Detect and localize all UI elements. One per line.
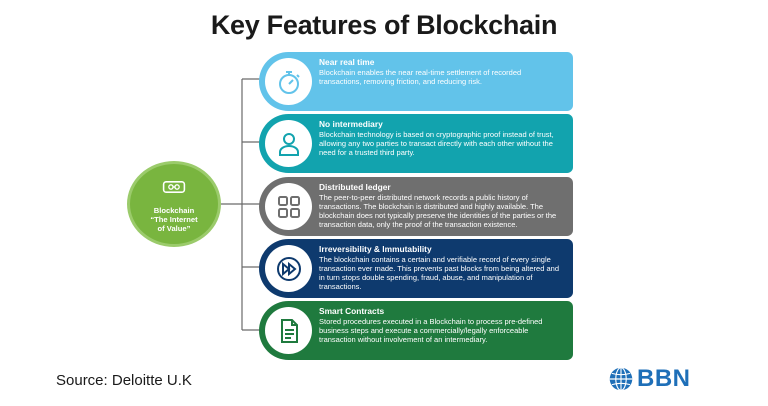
feature-description: The blockchain contains a certain and ve… [319, 255, 559, 291]
brand-logo: BBN [608, 364, 698, 394]
feature-title: Distributed ledger [319, 182, 391, 192]
page-title: Key Features of Blockchain [210, 10, 558, 40]
feature-description: The peer-to-peer distributed network rec… [319, 193, 557, 229]
feature-card-near-real-time: Near real time Blockchain enables the ne… [259, 52, 573, 111]
feature-icon-circle [265, 120, 312, 167]
hub-label: Blockchain “The Internet of Value” [150, 206, 197, 233]
source-credit: Source: Deloitte U.K [56, 372, 192, 389]
hub-line-1: Blockchain [153, 206, 195, 215]
feature-body: Irreversibility & Immutability The block… [319, 244, 565, 291]
fast-forward-icon [276, 256, 301, 281]
feature-title: Near real time [319, 57, 375, 67]
feature-body: Smart Contracts Stored procedures execut… [319, 306, 565, 344]
feature-body: Near real time Blockchain enables the ne… [319, 57, 565, 86]
feature-card-smart-contracts: Smart Contracts Stored procedures execut… [259, 301, 573, 360]
feature-title: Smart Contracts [319, 306, 385, 316]
blockchain-hub: Blockchain “The Internet of Value” [127, 161, 221, 247]
feature-title: Irreversibility & Immutability [319, 244, 432, 254]
feature-body: No intermediary Blockchain technology is… [319, 119, 565, 157]
person-icon [278, 132, 299, 156]
feature-body: Distributed ledger The peer-to-peer dist… [319, 182, 565, 229]
chain-link-icon [162, 181, 186, 193]
feature-icon-circle [265, 58, 312, 105]
feature-icon-circle [265, 183, 312, 230]
feature-card-irreversibility: Irreversibility & Immutability The block… [259, 239, 573, 298]
hub-line-2: “The Internet [150, 215, 198, 224]
hub-line-3: of Value” [157, 224, 191, 233]
feature-card-distributed-ledger: Distributed ledger The peer-to-peer dist… [259, 177, 573, 236]
brand-name: BBN [637, 365, 691, 392]
globe-icon [609, 367, 633, 391]
feature-description: Blockchain enables the near real-time se… [319, 68, 522, 86]
feature-icon-circle [265, 307, 312, 354]
grid-squares-icon [277, 195, 300, 218]
document-icon [280, 318, 298, 343]
feature-card-no-intermediary: No intermediary Blockchain technology is… [259, 114, 573, 173]
stopwatch-icon [278, 70, 300, 94]
feature-icon-circle [265, 245, 312, 292]
feature-description: Stored procedures executed in a Blockcha… [319, 317, 543, 344]
feature-title: No intermediary [319, 119, 383, 129]
feature-description: Blockchain technology is based on crypto… [319, 130, 554, 157]
